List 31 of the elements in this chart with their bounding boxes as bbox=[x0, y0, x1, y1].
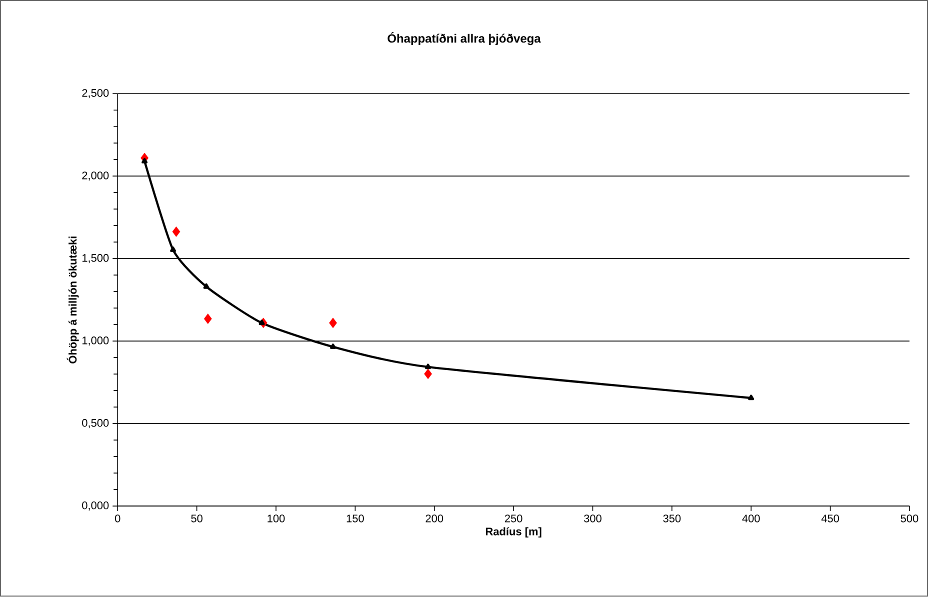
x-tick-label: 200 bbox=[426, 514, 444, 523]
x-tick-label: 300 bbox=[584, 514, 602, 523]
x-tick-label: 150 bbox=[346, 514, 364, 523]
y-tick-label: 0,500 bbox=[82, 419, 109, 428]
point bbox=[142, 158, 148, 164]
x-tick-label: 100 bbox=[268, 514, 285, 523]
x-axis-title: Radíus [m] bbox=[486, 527, 542, 538]
point bbox=[330, 344, 336, 350]
point bbox=[170, 246, 176, 252]
x-tick-label: 50 bbox=[191, 514, 202, 523]
x-tick-label: 450 bbox=[821, 514, 840, 523]
point bbox=[329, 318, 337, 328]
y-tick-label: 2,500 bbox=[82, 89, 109, 98]
y-tick-label: 0,000 bbox=[82, 502, 109, 511]
point bbox=[258, 320, 265, 326]
y-tick-label: 2,000 bbox=[82, 172, 109, 181]
chart-title: Óhappatíðni allra þjóðvega bbox=[388, 32, 541, 46]
x-tick-label: 250 bbox=[504, 514, 522, 523]
x-tick-label: 350 bbox=[663, 514, 681, 523]
x-tick-label: 400 bbox=[742, 514, 760, 523]
point bbox=[204, 314, 212, 324]
x-tick-label: 500 bbox=[900, 514, 918, 523]
x-tick-label: 0 bbox=[115, 514, 120, 523]
point bbox=[748, 394, 754, 400]
y-tick-label: 1,000 bbox=[82, 336, 109, 346]
point bbox=[203, 284, 210, 289]
point bbox=[425, 364, 432, 370]
y-axis-title: Óhöpp á milljón ökutæki bbox=[66, 236, 79, 364]
point bbox=[424, 368, 432, 380]
y-tick-label: 1,500 bbox=[82, 254, 109, 264]
point bbox=[172, 226, 180, 238]
